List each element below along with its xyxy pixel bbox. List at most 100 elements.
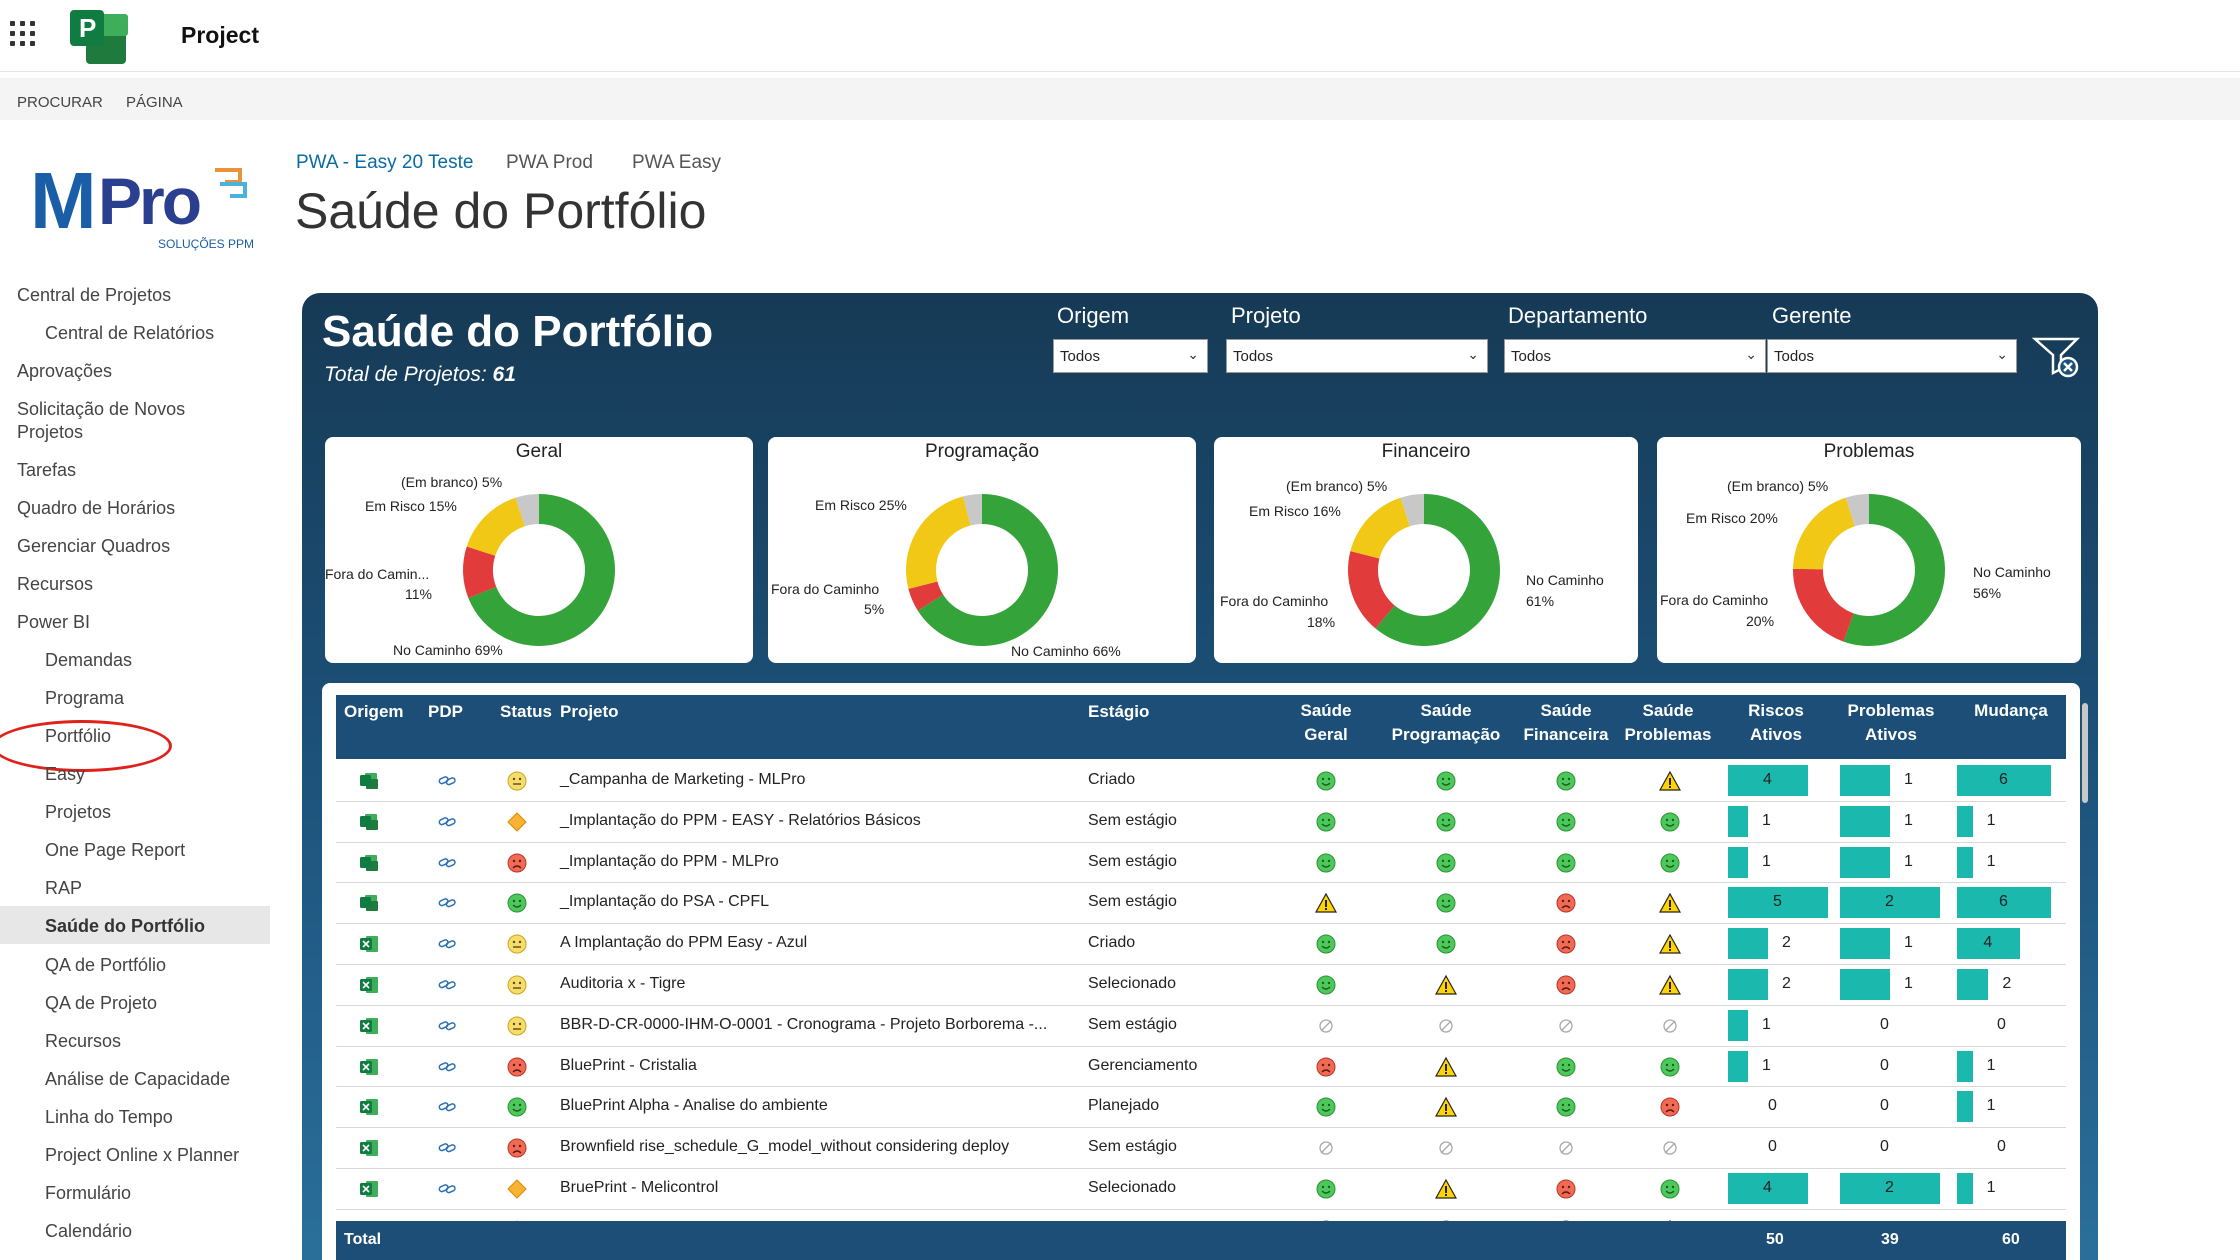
- project-name[interactable]: BluePrint - Cristalia: [560, 1056, 697, 1074]
- filter-projeto-select[interactable]: Todos ⌄: [1226, 339, 1488, 373]
- link-icon[interactable]: [436, 1178, 458, 1200]
- link-icon[interactable]: [436, 770, 458, 792]
- nav-solicitacao-projetos[interactable]: Projetos: [17, 422, 84, 442]
- header-saude-programacao[interactable]: Saúde Programação: [1381, 699, 1511, 747]
- donut-slice-no-caminho[interactable]: [1375, 494, 1500, 646]
- link-icon[interactable]: [436, 974, 458, 996]
- project-name[interactable]: Auditoria x - Tigre: [560, 975, 686, 992]
- header-saude-financeira[interactable]: Saúde Financeira: [1516, 699, 1616, 747]
- link-icon[interactable]: [436, 892, 458, 914]
- donut-slice-em-branco[interactable]: [963, 494, 982, 526]
- nav-solicitacao-novos[interactable]: Solicitação de Novos: [17, 399, 186, 419]
- nav-rap[interactable]: RAP: [45, 878, 83, 898]
- link-icon[interactable]: [436, 811, 458, 833]
- table-scrollbar[interactable]: [2082, 703, 2088, 803]
- nav-gerenciar-quadros[interactable]: Gerenciar Quadros: [17, 536, 171, 556]
- nav-qa-de-portfolio[interactable]: QA de Portfólio: [45, 955, 167, 975]
- donut-slice-fora-do-caminho[interactable]: [463, 546, 497, 598]
- table-row[interactable]: A Implantação do PPM Easy - Azul Criado 2 1…: [336, 924, 2066, 965]
- project-name[interactable]: BBR-D-CR-0000-IHM-O-0001 - Cronograma - …: [560, 1015, 1048, 1033]
- nav-one-page-report[interactable]: One Page Report: [45, 840, 186, 860]
- table-row[interactable]: _Implantação do PPM - EASY - Relatórios …: [336, 802, 2066, 843]
- header-saude-geral[interactable]: Saúde Geral: [1281, 699, 1371, 747]
- donut-slice-no-caminho[interactable]: [917, 494, 1058, 646]
- nav-recursos[interactable]: Recursos: [17, 574, 94, 594]
- link-icon[interactable]: [436, 1056, 458, 1078]
- project-name[interactable]: _Implantação do PPM - EASY - Relatórios …: [560, 811, 921, 829]
- link-icon[interactable]: [436, 933, 458, 955]
- nav-analise-de-capacidade[interactable]: Análise de Capacidade: [45, 1069, 231, 1089]
- nav-projetos[interactable]: Projetos: [45, 802, 112, 822]
- header-status[interactable]: Status: [500, 702, 552, 721]
- breadcrumb-pwa-easy[interactable]: PWA Easy: [632, 152, 722, 173]
- nav-qa-de-projeto[interactable]: QA de Projeto: [45, 993, 158, 1013]
- nav-easy[interactable]: Easy: [45, 764, 86, 784]
- header-riscos-ativos[interactable]: Riscos Ativos: [1726, 699, 1826, 747]
- donut-slice-em-risco[interactable]: [1793, 497, 1855, 570]
- table-row[interactable]: _Campanha de Marketing - MLPro Criado 4 1 6: [336, 761, 2066, 802]
- table-row[interactable]: _Implantação do PPM - MLPro Sem estágio 1 1…: [336, 843, 2066, 884]
- nav-quadro-de-horarios[interactable]: Quadro de Horários: [17, 498, 176, 518]
- ribbon-tab-procurar[interactable]: PROCURAR: [17, 94, 103, 111]
- ribbon-tab-pagina[interactable]: PÁGINA: [126, 94, 183, 111]
- nav-formulario[interactable]: Formulário: [45, 1183, 132, 1203]
- nav-programa[interactable]: Programa: [45, 688, 125, 708]
- nav-tarefas[interactable]: Tarefas: [17, 460, 77, 480]
- project-name[interactable]: BluePrint Alpha - Analise do ambiente: [560, 1097, 828, 1115]
- app-title[interactable]: Project: [181, 22, 259, 48]
- header-problemas-ativos[interactable]: Problemas Ativos: [1831, 699, 1951, 747]
- table-row[interactable]: _Implantação do PSA - CPFL Sem estágio 5 2 6: [336, 883, 2066, 925]
- nav-calendario[interactable]: Calendário: [45, 1221, 133, 1241]
- table-row[interactable]: Auditoria x - Tigre Selecionado 2 1 2: [336, 965, 2066, 1006]
- project-name[interactable]: _Campanha de Marketing - MLPro: [560, 771, 806, 788]
- table-row[interactable]: Brownfield rise_schedule_G_model_without…: [336, 1128, 2066, 1169]
- nav-recursos-bi[interactable]: Recursos: [45, 1031, 122, 1051]
- filter-gerente-select[interactable]: Todos ⌄: [1767, 339, 2017, 373]
- table-row[interactable]: BBR-D-CR-0000-IHM-O-0001 - Cronograma - …: [336, 1006, 2066, 1047]
- table-row[interactable]: BluePrint - Cristalia Gerenciamento 1 0 1: [336, 1047, 2066, 1088]
- filter-departamento-select[interactable]: Todos ⌄: [1504, 339, 1766, 373]
- project-name[interactable]: _Implantação do PSA - CPFL: [560, 893, 769, 911]
- project-name[interactable]: A Implantação do PPM Easy - Azul: [560, 934, 808, 952]
- link-icon[interactable]: [436, 852, 458, 874]
- nav-central-de-relatorios[interactable]: Central de Relatórios: [45, 323, 215, 343]
- link-icon[interactable]: [436, 1015, 458, 1037]
- donut-slice-em-branco[interactable]: [1845, 494, 1869, 527]
- donut-slice-em-risco[interactable]: [906, 496, 971, 589]
- donut-slice-fora-do-caminho[interactable]: [908, 581, 944, 611]
- header-origem[interactable]: Origem: [344, 702, 404, 721]
- link-icon[interactable]: [436, 1137, 458, 1159]
- nav-saude-do-portfolio[interactable]: Saúde do Portfólio: [45, 916, 205, 936]
- nav-portfolio[interactable]: Portfólio: [45, 726, 112, 746]
- table-row[interactable]: BruePrint - Melicontrol Selecionado 4 2 1: [336, 1169, 2066, 1210]
- project-name[interactable]: BruePrint - Melicontrol: [560, 1179, 719, 1196]
- project-name[interactable]: Brownfield rise_schedule_G_model_without…: [560, 1138, 1010, 1156]
- header-pdp[interactable]: PDP: [428, 702, 463, 721]
- header-saude-problemas[interactable]: Saúde Problemas: [1618, 699, 1718, 747]
- donut-slice-no-caminho[interactable]: [1843, 494, 1945, 646]
- nav-linha-do-tempo[interactable]: Linha do Tempo: [45, 1107, 173, 1127]
- nav-power-bi[interactable]: Power BI: [17, 612, 91, 632]
- donut-slice-em-branco[interactable]: [1400, 494, 1424, 527]
- app-launcher-icon[interactable]: [10, 21, 36, 47]
- nav-central-de-projetos[interactable]: Central de Projetos: [17, 285, 172, 305]
- donut-slice-em-branco[interactable]: [515, 494, 539, 527]
- donut-slice-fora-do-caminho[interactable]: [1348, 551, 1395, 629]
- breadcrumb-pwa-easy-20[interactable]: PWA - Easy 20 Teste: [296, 152, 474, 173]
- nav-aprovacoes[interactable]: Aprovações: [17, 361, 113, 381]
- nav-project-online-planner[interactable]: Project Online x Planner: [45, 1145, 240, 1165]
- header-projeto[interactable]: Projeto: [560, 702, 619, 721]
- donut-slice-em-risco[interactable]: [466, 497, 525, 556]
- project-name[interactable]: _Implantação do PPM - MLPro: [560, 852, 779, 870]
- clear-filters-icon[interactable]: [2032, 335, 2082, 379]
- table-row[interactable]: BluePrint Alpha - Analise do ambiente Pla…: [336, 1087, 2066, 1129]
- donut-slice-em-risco[interactable]: [1350, 497, 1410, 559]
- header-estagio[interactable]: Estágio: [1088, 702, 1150, 721]
- breadcrumb-pwa-prod[interactable]: PWA Prod: [506, 152, 593, 173]
- link-icon[interactable]: [436, 1096, 458, 1118]
- donut-slice-fora-do-caminho[interactable]: [1793, 568, 1854, 642]
- donut-slice-no-caminho[interactable]: [468, 494, 615, 646]
- header-mudanca[interactable]: Mudança: [1961, 699, 2061, 723]
- filter-origem-select[interactable]: Todos ⌄: [1053, 339, 1208, 373]
- nav-demandas[interactable]: Demandas: [45, 650, 133, 670]
